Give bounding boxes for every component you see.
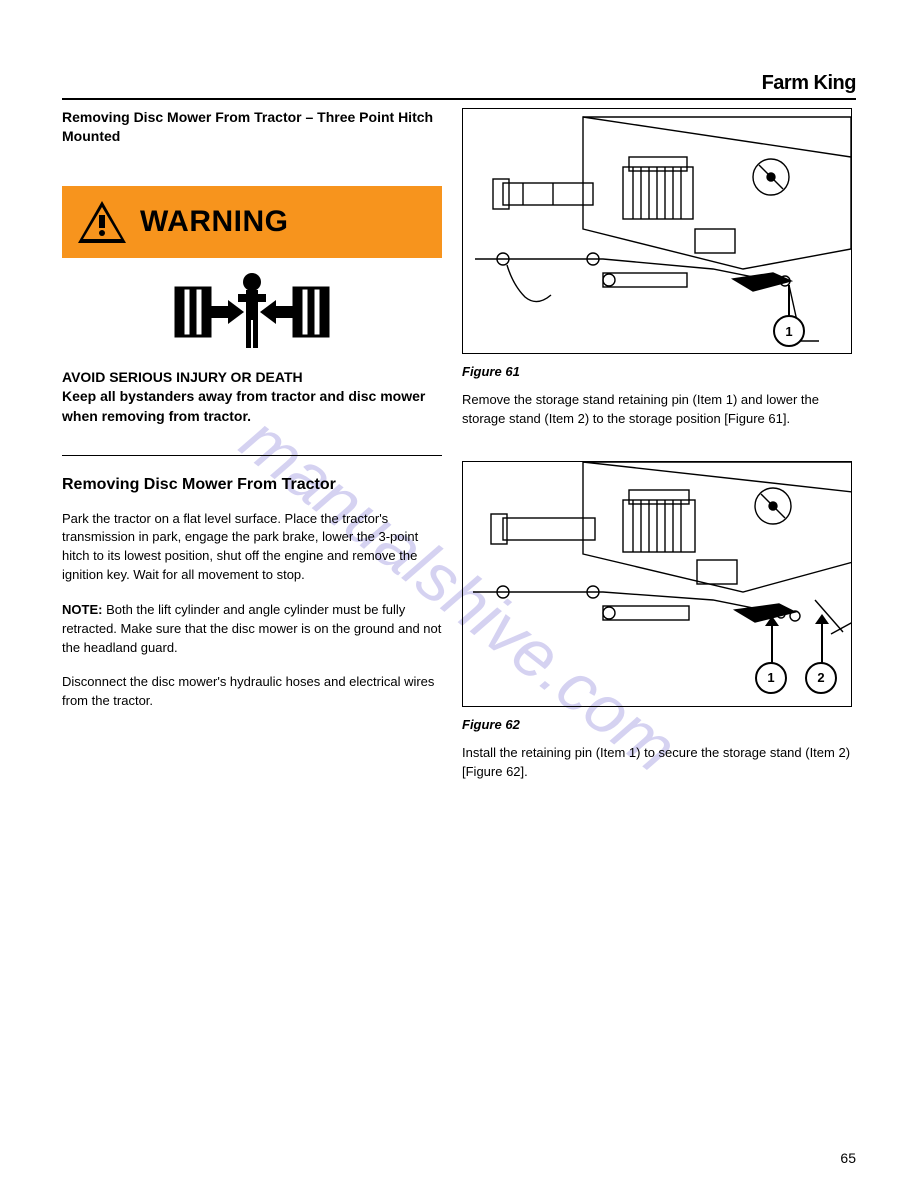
figure-61-box: 1 (462, 108, 852, 354)
warning-text: AVOID SERIOUS INJURY OR DEATH Keep all b… (62, 368, 442, 427)
warning-header: WARNING (62, 186, 442, 258)
figure-62-callout-1: 1 (755, 662, 787, 694)
page-subtitle: Removing Disc Mower From Tractor – Three… (62, 108, 442, 146)
paragraph-1: Park the tractor on a flat level surface… (62, 510, 442, 585)
figure-62-leader-1 (771, 624, 773, 664)
figure-62-drawing (463, 462, 852, 707)
figure-62-callout-2: 2 (805, 662, 837, 694)
figure-62-callout-1-label: 1 (767, 670, 774, 685)
figure-62-callout-2-label: 2 (817, 670, 824, 685)
figure-62-arrowhead-2 (815, 614, 829, 624)
warning-block: WARNING (62, 186, 442, 427)
figure-61-leader (788, 285, 790, 319)
paragraph-2: NOTE: Both the lift cylinder and angle c… (62, 601, 442, 658)
brand-logo: Farm King (762, 72, 856, 95)
figure-62-step: Install the retaining pin (Item 1) to se… (462, 744, 852, 782)
spacer (462, 439, 852, 461)
figure-62-leader-2 (821, 622, 823, 664)
figure-61-caption: Figure 61 (462, 364, 852, 379)
warning-label: WARNING (140, 205, 289, 239)
paragraph-3: Disconnect the disc mower's hydraulic ho… (62, 673, 442, 711)
figure-61-callout-1: 1 (773, 315, 805, 347)
warning-triangle-icon (76, 199, 128, 245)
figure-61-callout-1-label: 1 (785, 324, 792, 339)
figure-62-arrowhead-1 (765, 616, 779, 626)
section-heading: Removing Disc Mower From Tractor (62, 476, 442, 494)
right-column: 1 Figure 61 Remove the storage stand ret… (462, 108, 852, 791)
note-label: NOTE: (62, 602, 102, 617)
left-column: Removing Disc Mower From Tractor – Three… (62, 108, 442, 727)
figure-62-box: 1 2 (462, 461, 852, 707)
crush-hazard-icon (62, 270, 442, 354)
figure-62-caption: Figure 62 (462, 717, 852, 732)
page-body: Removing Disc Mower From Tractor – Three… (62, 108, 856, 1148)
header-rule: Farm King (62, 72, 856, 100)
section-divider (62, 455, 442, 456)
note-text: Both the lift cylinder and angle cylinde… (62, 602, 441, 655)
page-number: 65 (840, 1150, 856, 1166)
figure-61-step: Remove the storage stand retaining pin (… (462, 391, 852, 429)
